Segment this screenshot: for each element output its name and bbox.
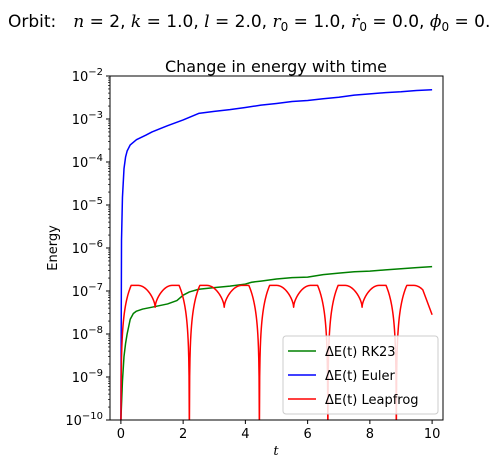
y-axis-label: Energy bbox=[46, 225, 61, 271]
chart-title: Change in energy with time bbox=[165, 57, 387, 76]
y-tick-label: 10−7 bbox=[72, 282, 103, 300]
legend-entry: ΔE(t) RK23 bbox=[325, 345, 396, 360]
param-subscript: 0 bbox=[281, 20, 289, 34]
param-symbol: k bbox=[131, 12, 141, 32]
param-symbol: ṙ bbox=[351, 12, 360, 32]
param-value: = 2, bbox=[84, 12, 131, 32]
param-symbol: r bbox=[272, 12, 281, 32]
suptitle-param: n = 2, bbox=[73, 12, 131, 32]
figure-suptitle: Orbit: n = 2, k = 1.0, l = 2.0, r0 = 1.0… bbox=[8, 12, 491, 34]
legend-entry: ΔE(t) Euler bbox=[325, 369, 396, 384]
legend-box bbox=[282, 335, 439, 415]
x-axis: 0 2 4 6 8 10 bbox=[117, 420, 441, 442]
series-line bbox=[120, 88, 433, 420]
series-line bbox=[120, 284, 433, 420]
param-subscript: 0 bbox=[441, 20, 449, 34]
suptitle-param: r0 = 1.0, bbox=[272, 12, 351, 34]
x-tick-label: 4 bbox=[241, 427, 249, 442]
param-value: = 0.0 bbox=[449, 12, 491, 32]
x-tick-label: 2 bbox=[179, 427, 187, 442]
param-symbol: l bbox=[204, 12, 209, 32]
suptitle-prefix: Orbit: bbox=[8, 12, 73, 32]
y-tick-label: 10−4 bbox=[72, 153, 103, 171]
x-tick-label: 0 bbox=[117, 427, 125, 442]
suptitle-param: k = 1.0, bbox=[131, 12, 204, 32]
param-symbol: n bbox=[73, 12, 84, 32]
param-value: = 1.0, bbox=[141, 12, 204, 32]
x-tick-label: 6 bbox=[303, 427, 311, 442]
suptitle-param: l = 2.0, bbox=[204, 12, 272, 32]
y-tick-label: 10−3 bbox=[72, 110, 103, 128]
plot-frame bbox=[109, 75, 444, 421]
x-tick-label: 8 bbox=[366, 427, 374, 442]
suptitle-param: ṙ0 = 0.0, bbox=[351, 12, 430, 34]
y-tick-label: 10−5 bbox=[72, 196, 103, 214]
suptitle-param: ϕ0 = 0.0 bbox=[430, 12, 491, 34]
param-value: = 2.0, bbox=[210, 12, 273, 32]
y-tick-label: 10−6 bbox=[72, 239, 103, 257]
y-axis: 10−2 10−3 10−4 10−5 10−6 10−7 10−8 10−9 10−10 bbox=[65, 67, 110, 429]
param-symbol: ϕ bbox=[430, 12, 442, 32]
param-value: = 0.0, bbox=[367, 12, 430, 32]
y-tick-label: 10−2 bbox=[72, 67, 103, 85]
param-value: = 1.0, bbox=[288, 12, 351, 32]
x-tick-label: 10 bbox=[424, 427, 441, 442]
legend-entry: ΔE(t) Leapfrog bbox=[325, 393, 419, 408]
plot-area bbox=[120, 88, 433, 420]
x-axis-label: t bbox=[273, 444, 279, 459]
legend: ΔE(t) RK23 ΔE(t) Euler ΔE(t) Leapfrog bbox=[282, 335, 439, 415]
param-subscript: 0 bbox=[359, 20, 367, 34]
y-tick-label: 10−10 bbox=[65, 411, 103, 429]
y-tick-label: 10−9 bbox=[72, 368, 103, 386]
y-tick-label: 10−8 bbox=[72, 325, 103, 343]
